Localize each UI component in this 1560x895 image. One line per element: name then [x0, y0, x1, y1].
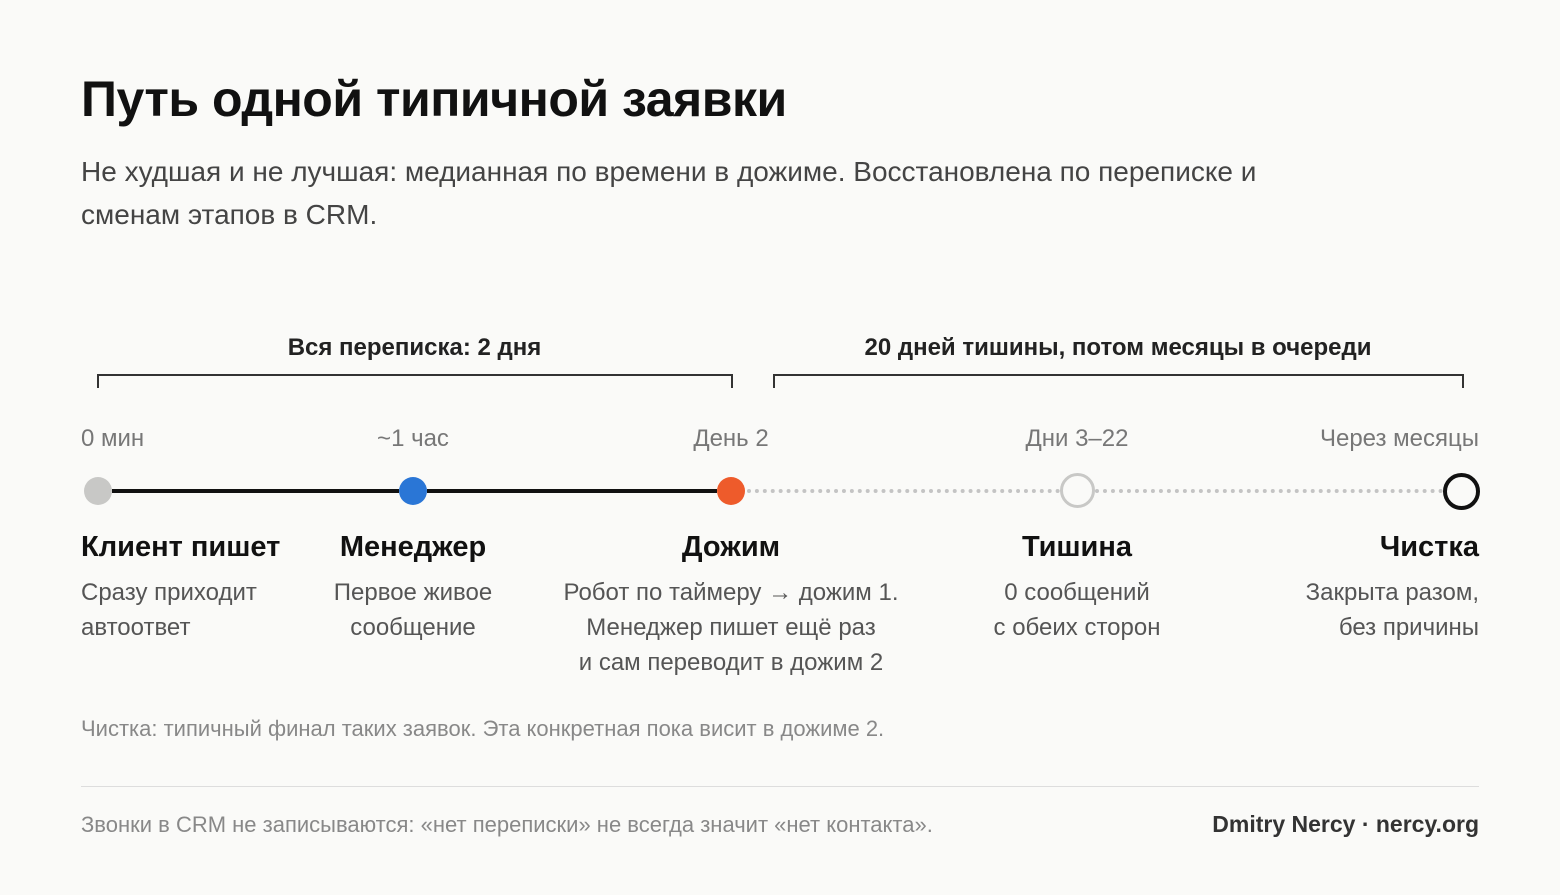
timeline-segment-1: [112, 489, 399, 493]
time-label-stage-2: ~1 час: [377, 425, 449, 452]
stage-desc-1-line-1: Сразу приходит: [81, 579, 257, 606]
stage-desc-3: Робот по таймеру → дожим 1. Менеджер пиш…: [541, 575, 921, 680]
stage-desc-5: Закрыта разом, без причины: [1229, 575, 1479, 645]
stage-title-3: Дожим: [681, 531, 781, 563]
stage-title-4: Тишина: [1021, 531, 1133, 563]
footnote: Чистка: типичный финал таких заявок. Эта…: [81, 716, 885, 741]
stage-desc-1-line-2: автоответ: [81, 614, 191, 641]
stage-desc-1: Сразу приходит автоответ: [81, 575, 257, 645]
footer-credit: Dmitry Nercy · nercy.org: [1212, 811, 1479, 837]
page-title: Путь одной типичной заявки: [81, 71, 787, 127]
stage-desc-2-line-1: Первое живое: [333, 579, 493, 606]
time-label-stage-3: День 2: [693, 425, 769, 452]
stage-desc-5-line-2: без причины: [1338, 614, 1479, 641]
bracket-correspondence: [97, 374, 733, 388]
divider: [81, 786, 1479, 787]
stage-marker-push: [717, 477, 745, 505]
timeline-segment-3: [747, 489, 1060, 493]
stage-marker-client-writes: [84, 477, 112, 505]
stage-desc-4: 0 сообщений с обеих сторон: [927, 575, 1227, 645]
page-subtitle: Не худшая и не лучшая: медианная по врем…: [81, 156, 1257, 230]
stage-desc-3-line-1: Робот по таймеру → дожим 1.: [563, 579, 899, 606]
timeline-segment-2: [427, 489, 717, 493]
stage-marker-silence: [1060, 473, 1095, 508]
stage-desc-3-line-2: Менеджер пишет ещё раз: [586, 614, 876, 641]
stage-marker-cleanup: [1443, 473, 1480, 510]
footer-disclaimer: Звонки в CRM не записываются: «нет переп…: [81, 812, 933, 837]
bracket-label-silence: 20 дней тишины, потом месяцы в очереди: [864, 334, 1372, 361]
time-label-stage-4: Дни 3–22: [1025, 425, 1129, 452]
stage-title-2: Менеджер: [339, 531, 487, 563]
stage-desc-4-line-1: 0 сообщений: [1004, 579, 1150, 606]
stage-desc-5-line-1: Закрыта разом,: [1305, 579, 1479, 606]
stage-marker-manager: [399, 477, 427, 505]
stage-title-5: Чистка: [1379, 531, 1479, 563]
stage-desc-2: Первое живое сообщение: [288, 575, 538, 645]
stage-desc-2-line-2: сообщение: [350, 614, 476, 641]
stage-title-1: Клиент пишет: [81, 531, 281, 563]
stage-desc-3-line-3: и сам переводит в дожим 2: [578, 649, 884, 676]
stage-desc-4-line-2: с обеих сторон: [993, 614, 1161, 641]
bracket-label-correspondence: Вся переписка: 2 дня: [287, 334, 542, 361]
timeline-segment-4: [1095, 489, 1443, 493]
time-label-stage-1: 0 мин: [81, 425, 145, 452]
bracket-silence: [773, 374, 1464, 388]
time-label-stage-5: Через месяцы: [1319, 425, 1479, 452]
